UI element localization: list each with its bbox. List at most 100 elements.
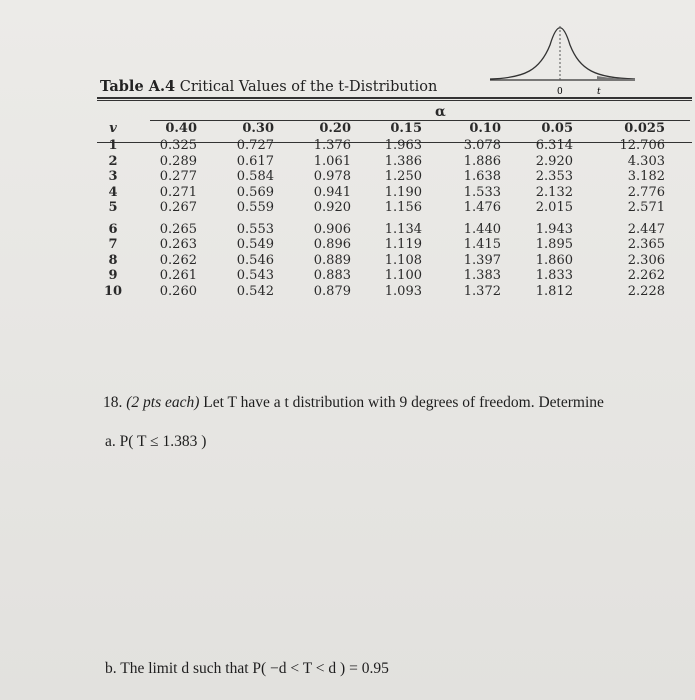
nu-header: v: [109, 120, 117, 136]
critical-value-cell: 1.108: [384, 252, 422, 268]
critical-value-cell: 0.727: [236, 138, 274, 154]
critical-value-cell: 0.879: [313, 283, 351, 299]
degrees-of-freedom-cell: 6: [108, 221, 118, 237]
critical-value-cell: 0.553: [236, 221, 274, 237]
degrees-of-freedom-cell: 1: [108, 138, 118, 154]
critical-value-cell: 0.889: [313, 252, 351, 268]
table-row: 4 0.271 0.569 0.941 1.190 1.533 2.132 2.776: [97, 185, 665, 201]
alpha-column-header: 0.15: [390, 120, 422, 136]
critical-value-cell: 12.706: [619, 138, 666, 154]
critical-value-cell: 0.584: [236, 169, 274, 185]
critical-value-cell: 0.261: [159, 268, 197, 284]
critical-value-cell: 2.306: [627, 252, 665, 268]
critical-value-cell: 1.440: [463, 221, 501, 237]
critical-value-cell: 2.262: [627, 268, 665, 284]
critical-value-cell: 1.415: [463, 237, 501, 253]
critical-value-cell: 0.260: [159, 283, 197, 299]
critical-value-cell: 3.078: [463, 138, 501, 154]
critical-values-table: v 0.40 0.30 0.20 0.15 0.10 0.05 0.025 1 0.325 0.7…: [97, 118, 665, 299]
critical-value-cell: 1.156: [384, 200, 422, 216]
critical-value-cell: 2.776: [627, 184, 665, 200]
degrees-of-freedom-cell: 4: [108, 184, 118, 200]
degrees-of-freedom-cell: 3: [108, 169, 118, 185]
alpha-column-header: 0.20: [319, 120, 351, 136]
critical-value-cell: 1.119: [384, 237, 422, 253]
critical-value-cell: 0.883: [313, 268, 351, 284]
table-row: 6 0.265 0.553 0.906 1.134 1.440 1.943 2.447: [97, 216, 665, 238]
critical-value-cell: 2.447: [627, 221, 665, 237]
critical-value-cell: 1.250: [384, 169, 422, 185]
critical-value-cell: 1.638: [463, 169, 501, 185]
table-row: 3 0.277 0.584 0.978 1.250 1.638 2.353 3.182: [97, 169, 665, 185]
table-row: 2 0.289 0.617 1.061 1.386 1.886 2.920 4.303: [97, 154, 665, 170]
question-part-b: b. The limit d such that P( −d < T < d )…: [105, 660, 389, 677]
degrees-of-freedom-cell: 8: [108, 252, 118, 268]
table-row: 8 0.262 0.546 0.889 1.108 1.397 1.860 2.306: [97, 253, 665, 269]
alpha-column-header: 0.025: [624, 120, 665, 136]
alpha-column-header: 0.05: [541, 120, 573, 136]
critical-value-cell: 1.860: [535, 252, 573, 268]
critical-value-cell: 1.812: [535, 283, 573, 299]
critical-value-cell: 1.134: [384, 221, 422, 237]
table-row: 10 0.260 0.542 0.879 1.093 1.372 1.812 2.228: [97, 284, 665, 300]
alpha-column-header: 0.30: [242, 120, 274, 136]
degrees-of-freedom-cell: 9: [108, 268, 118, 284]
critical-value-cell: 1.376: [313, 138, 351, 154]
critical-value-cell: 0.617: [236, 153, 274, 169]
critical-value-cell: 4.303: [627, 153, 665, 169]
critical-value-cell: 0.265: [159, 221, 197, 237]
critical-value-cell: 2.132: [535, 184, 573, 200]
critical-value-cell: 0.542: [236, 283, 274, 299]
degrees-of-freedom-cell: 2: [108, 153, 118, 169]
critical-value-cell: 0.546: [236, 252, 274, 268]
t-label: t: [597, 87, 601, 97]
critical-value-cell: 1.372: [463, 283, 501, 299]
critical-value-cell: 1.383: [463, 268, 501, 284]
critical-value-cell: 1.476: [463, 200, 501, 216]
critical-value-cell: 1.100: [384, 268, 422, 284]
critical-value-cell: 1.533: [463, 184, 501, 200]
critical-value-cell: 3.182: [627, 169, 665, 185]
critical-value-cell: 1.943: [535, 221, 573, 237]
critical-value-cell: 2.353: [535, 169, 573, 185]
critical-value-cell: 0.543: [236, 268, 274, 284]
critical-value-cell: 2.365: [627, 237, 665, 253]
critical-value-cell: 0.277: [159, 169, 197, 185]
critical-value-cell: 1.386: [384, 153, 422, 169]
alpha-column-header: 0.10: [469, 120, 501, 136]
critical-value-cell: 0.325: [159, 138, 197, 154]
degrees-of-freedom-cell: 5: [108, 200, 118, 216]
table-title: Table A.4 Critical Values of the t-Distr…: [100, 78, 438, 95]
question-18: 18. (2 pts each) Let T have a t distribu…: [103, 394, 604, 411]
critical-value-cell: 0.263: [159, 237, 197, 253]
critical-value-cell: 1.061: [313, 153, 351, 169]
critical-value-cell: 1.190: [384, 184, 422, 200]
critical-value-cell: 1.895: [535, 237, 573, 253]
t-distribution-figure: 0 t: [489, 26, 636, 97]
critical-value-cell: 2.571: [627, 200, 665, 216]
critical-value-cell: 1.886: [463, 153, 501, 169]
zero-label: 0: [557, 87, 563, 97]
critical-value-cell: 0.569: [236, 184, 274, 200]
table-row: 5 0.267 0.559 0.920 1.156 1.476 2.015 2.571: [97, 200, 665, 216]
alpha-label: α: [435, 104, 446, 120]
critical-value-cell: 2.015: [535, 200, 573, 216]
critical-value-cell: 0.896: [313, 237, 351, 253]
critical-value-cell: 0.262: [159, 252, 197, 268]
critical-value-cell: 1.963: [384, 138, 422, 154]
density-curve: [489, 27, 636, 80]
question-part-a: a. P( T ≤ 1.383 ): [105, 433, 207, 450]
table-row: 1 0.325 0.727 1.376 1.963 3.078 6.314 12.706: [97, 138, 665, 154]
degrees-of-freedom-cell: 10: [103, 283, 123, 299]
critical-value-cell: 1.833: [535, 268, 573, 284]
critical-value-cell: 0.559: [236, 200, 274, 216]
critical-value-cell: 1.397: [463, 252, 501, 268]
table-row: 7 0.263 0.549 0.896 1.119 1.415 1.895 2.365: [97, 237, 665, 253]
critical-value-cell: 2.228: [627, 283, 665, 299]
critical-value-cell: 2.920: [535, 153, 573, 169]
critical-value-cell: 1.093: [384, 283, 422, 299]
shaded-tail: [597, 76, 635, 80]
critical-value-cell: 0.267: [159, 200, 197, 216]
degrees-of-freedom-cell: 7: [108, 237, 118, 253]
